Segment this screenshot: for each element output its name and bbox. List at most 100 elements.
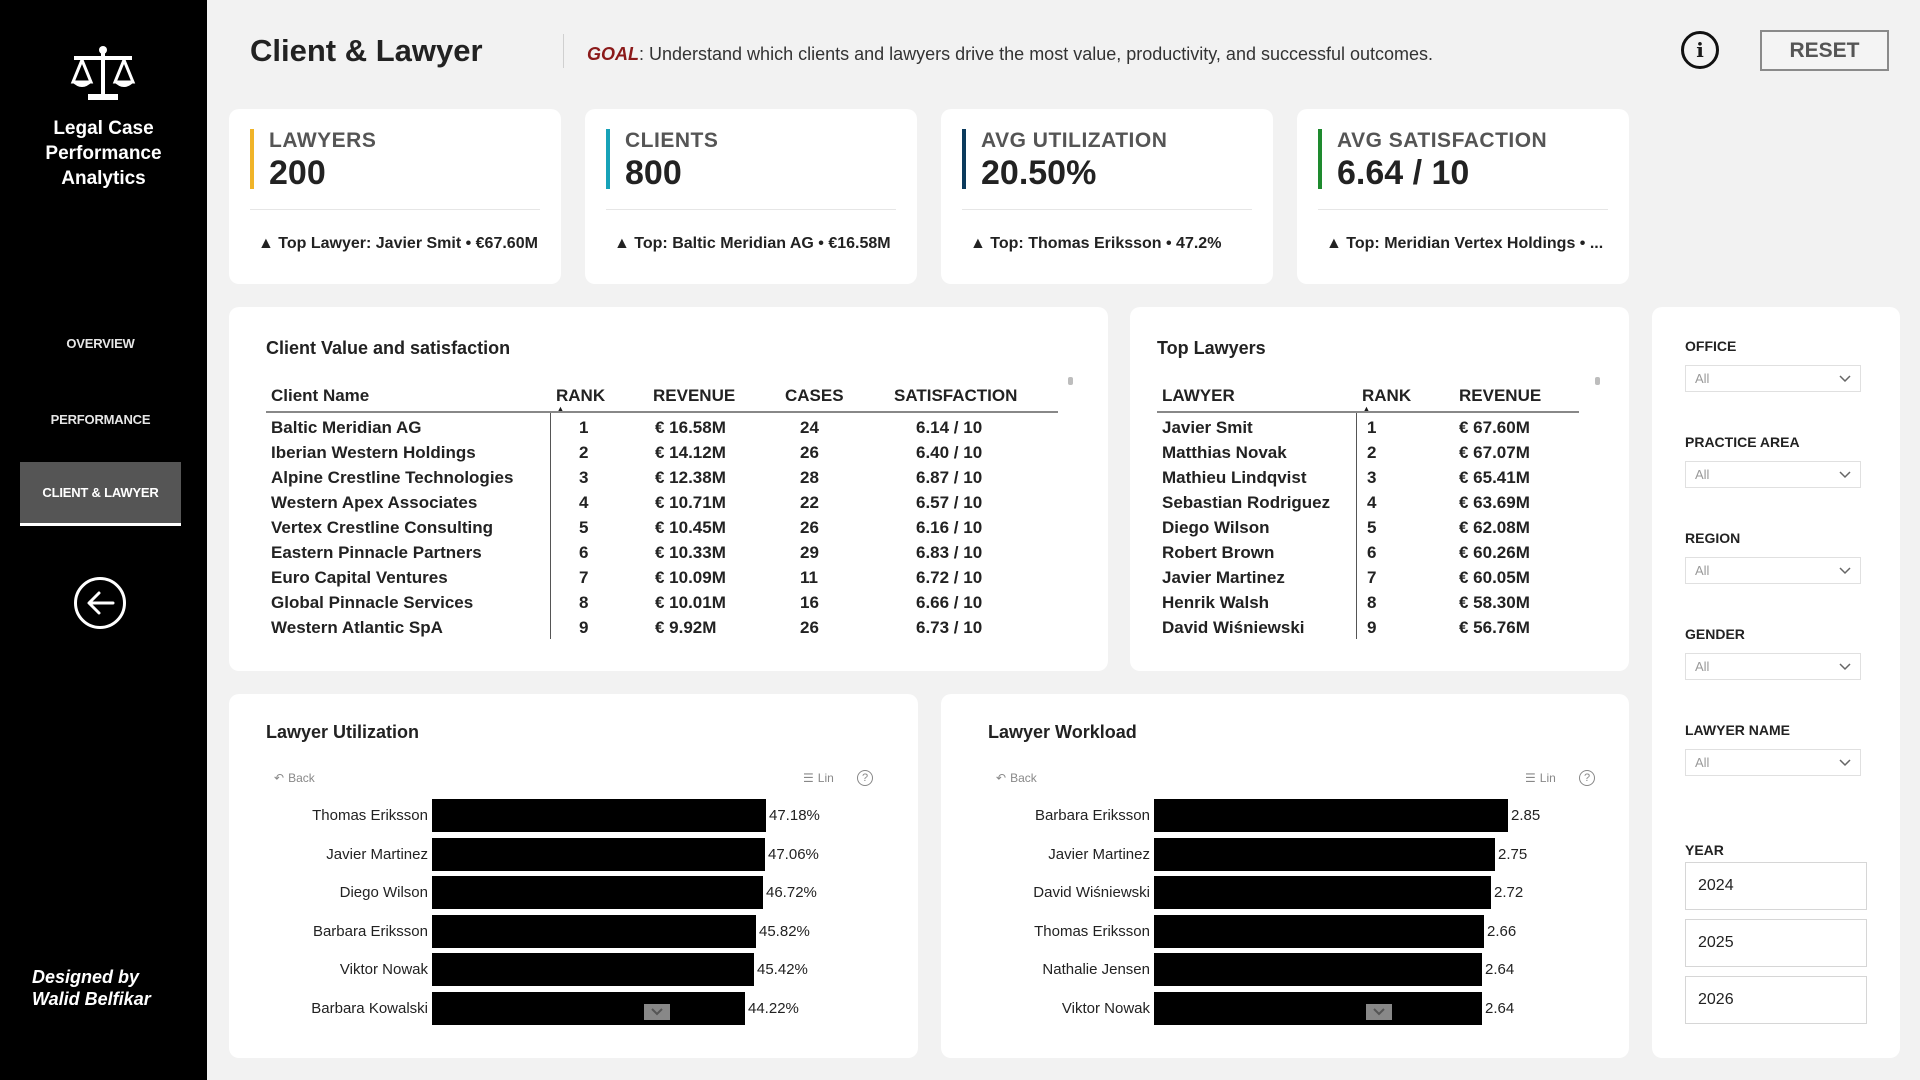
kpi-divider: [1318, 209, 1608, 210]
kpi-subtext: ▲ Top Lawyer: Javier Smit • €67.60M: [258, 235, 538, 252]
sort-ascending-icon: ▲: [1362, 404, 1371, 414]
arrow-left-icon: [87, 591, 115, 615]
kpi-subtext: ▲ Top: Thomas Eriksson • 47.2%: [970, 235, 1222, 252]
filter-panel: OFFICE All PRACTICE AREA All REGION All …: [1652, 307, 1900, 1058]
table-cell: € 58.30M: [1459, 593, 1530, 612]
help-icon[interactable]: ?: [1579, 770, 1595, 786]
kpi-card-lawyers: LAWYERS 200 ▲ Top Lawyer: Javier Smit • …: [229, 109, 561, 284]
table-cell: 5: [1367, 518, 1377, 537]
filter-label: LAWYER NAME: [1685, 722, 1790, 738]
bar[interactable]: [1154, 914, 1484, 948]
nav-performance[interactable]: PERFORMANCE: [50, 411, 151, 427]
table-cell: 26: [800, 618, 819, 637]
bar[interactable]: [432, 837, 765, 871]
table-cell: Matthias Novak: [1162, 443, 1287, 462]
help-icon[interactable]: ?: [857, 770, 873, 786]
column-header[interactable]: SATISFACTION: [894, 386, 1018, 405]
chevron-down-icon: [1839, 471, 1851, 479]
chevron-down-icon: [651, 1008, 663, 1016]
dropdown-value: All: [1695, 755, 1710, 770]
table-cell: 7: [1367, 568, 1377, 587]
table-cell: € 16.58M: [655, 418, 726, 437]
bar[interactable]: [432, 876, 763, 910]
column-header[interactable]: RANK: [1362, 386, 1412, 405]
table-cell: € 10.33M: [655, 543, 726, 562]
region-dropdown[interactable]: All: [1685, 557, 1861, 584]
card-title: Top Lawyers: [1157, 338, 1266, 358]
office-dropdown[interactable]: All: [1685, 365, 1861, 392]
column-header[interactable]: LAWYER: [1162, 386, 1235, 405]
scale-toggle[interactable]: ☰ Lin: [1525, 771, 1556, 785]
info-button[interactable]: i: [1681, 31, 1719, 69]
scale-label: Lin: [817, 771, 834, 785]
nav-client-lawyer[interactable]: CLIENT & LAWYER: [20, 462, 181, 526]
table-cell: € 62.08M: [1459, 518, 1530, 537]
table-scrollbar[interactable]: [1595, 377, 1600, 385]
table-cell: € 67.07M: [1459, 443, 1530, 462]
column-header[interactable]: REVENUE: [1459, 386, 1542, 405]
table-cell: Robert Brown: [1162, 543, 1275, 562]
year-option-2025[interactable]: 2025: [1685, 919, 1867, 967]
bar[interactable]: [432, 992, 745, 1025]
reset-button[interactable]: RESET: [1760, 30, 1889, 71]
bar[interactable]: [1154, 799, 1508, 832]
scale-label: Lin: [1539, 771, 1556, 785]
app-title-line: Performance: [45, 143, 162, 164]
table-cell: Euro Capital Ventures: [271, 568, 448, 587]
table-cell: David Wiśniewski: [1162, 618, 1305, 637]
back-button[interactable]: [74, 577, 126, 629]
bar-category-label: David Wiśniewski: [1033, 884, 1150, 902]
drill-back-button[interactable]: ↶ Back: [996, 771, 1037, 785]
table-cell: € 10.71M: [655, 493, 726, 512]
table-cell: 4: [579, 493, 589, 512]
gender-dropdown[interactable]: All: [1685, 653, 1861, 680]
year-option-2026[interactable]: 2026: [1685, 976, 1867, 1024]
bar[interactable]: [432, 953, 754, 987]
app-title-line: Analytics: [61, 168, 146, 189]
lawyer-name-dropdown[interactable]: All: [1685, 749, 1861, 776]
bar[interactable]: [432, 799, 766, 832]
app-title: Legal Case Performance Analytics: [0, 116, 207, 191]
drill-back-button[interactable]: ↶ Back: [274, 771, 315, 785]
credit-line: Walid Belfikar: [32, 989, 151, 1009]
header-rule: [266, 411, 1058, 413]
bar[interactable]: [432, 914, 756, 948]
table-cell: € 14.12M: [655, 443, 726, 462]
table-scrollbar[interactable]: [1068, 377, 1073, 385]
back-label: Back: [288, 771, 315, 785]
column-header[interactable]: Client Name: [271, 386, 370, 405]
bar[interactable]: [1154, 876, 1491, 910]
info-icon: i: [1696, 38, 1704, 62]
column-header[interactable]: REVENUE: [653, 386, 736, 405]
column-divider: [550, 413, 551, 639]
practice-area-dropdown[interactable]: All: [1685, 461, 1861, 488]
table-cell: € 67.60M: [1459, 418, 1530, 437]
table-cell: Sebastian Rodriguez: [1162, 493, 1331, 512]
table-cell: 9: [579, 618, 589, 637]
workload-chart-card: Lawyer Workload ↶ Back ☰ Lin ? Barbara Eri…: [941, 694, 1629, 1058]
kpi-label: AVG SATISFACTION: [1337, 129, 1548, 152]
scale-toggle[interactable]: ☰ Lin: [803, 771, 834, 785]
bar[interactable]: [1154, 837, 1495, 871]
table-cell: 1: [1367, 418, 1377, 437]
year-option-2024[interactable]: 2024: [1685, 862, 1867, 910]
chart-scrollbar[interactable]: [644, 1004, 670, 1020]
workload-bar-chart: Barbara Eriksson 2.85 Javier Martinez 2.75 D…: [941, 694, 1629, 1058]
table-cell: 6.16 / 10: [916, 518, 983, 537]
bar[interactable]: [1154, 992, 1482, 1025]
column-header[interactable]: CASES: [785, 386, 844, 405]
column-header[interactable]: RANK: [556, 386, 606, 405]
sort-ascending-icon: ▲: [556, 404, 565, 414]
table-cell: 6.83 / 10: [916, 543, 983, 562]
table-cell: € 10.01M: [655, 593, 726, 612]
nav-overview[interactable]: OVERVIEW: [66, 335, 135, 351]
table-cell: 16: [800, 593, 819, 612]
bar[interactable]: [1154, 953, 1482, 987]
bar-value-label: 2.64: [1485, 1000, 1515, 1017]
goal-key: GOAL: [587, 44, 639, 64]
back-arrow-icon: ↶: [996, 771, 1007, 785]
table-cell: 3: [1367, 468, 1377, 487]
table-cell: Javier Martinez: [1162, 568, 1285, 587]
chart-scrollbar[interactable]: [1366, 1004, 1392, 1020]
filter-label: OFFICE: [1685, 338, 1737, 354]
